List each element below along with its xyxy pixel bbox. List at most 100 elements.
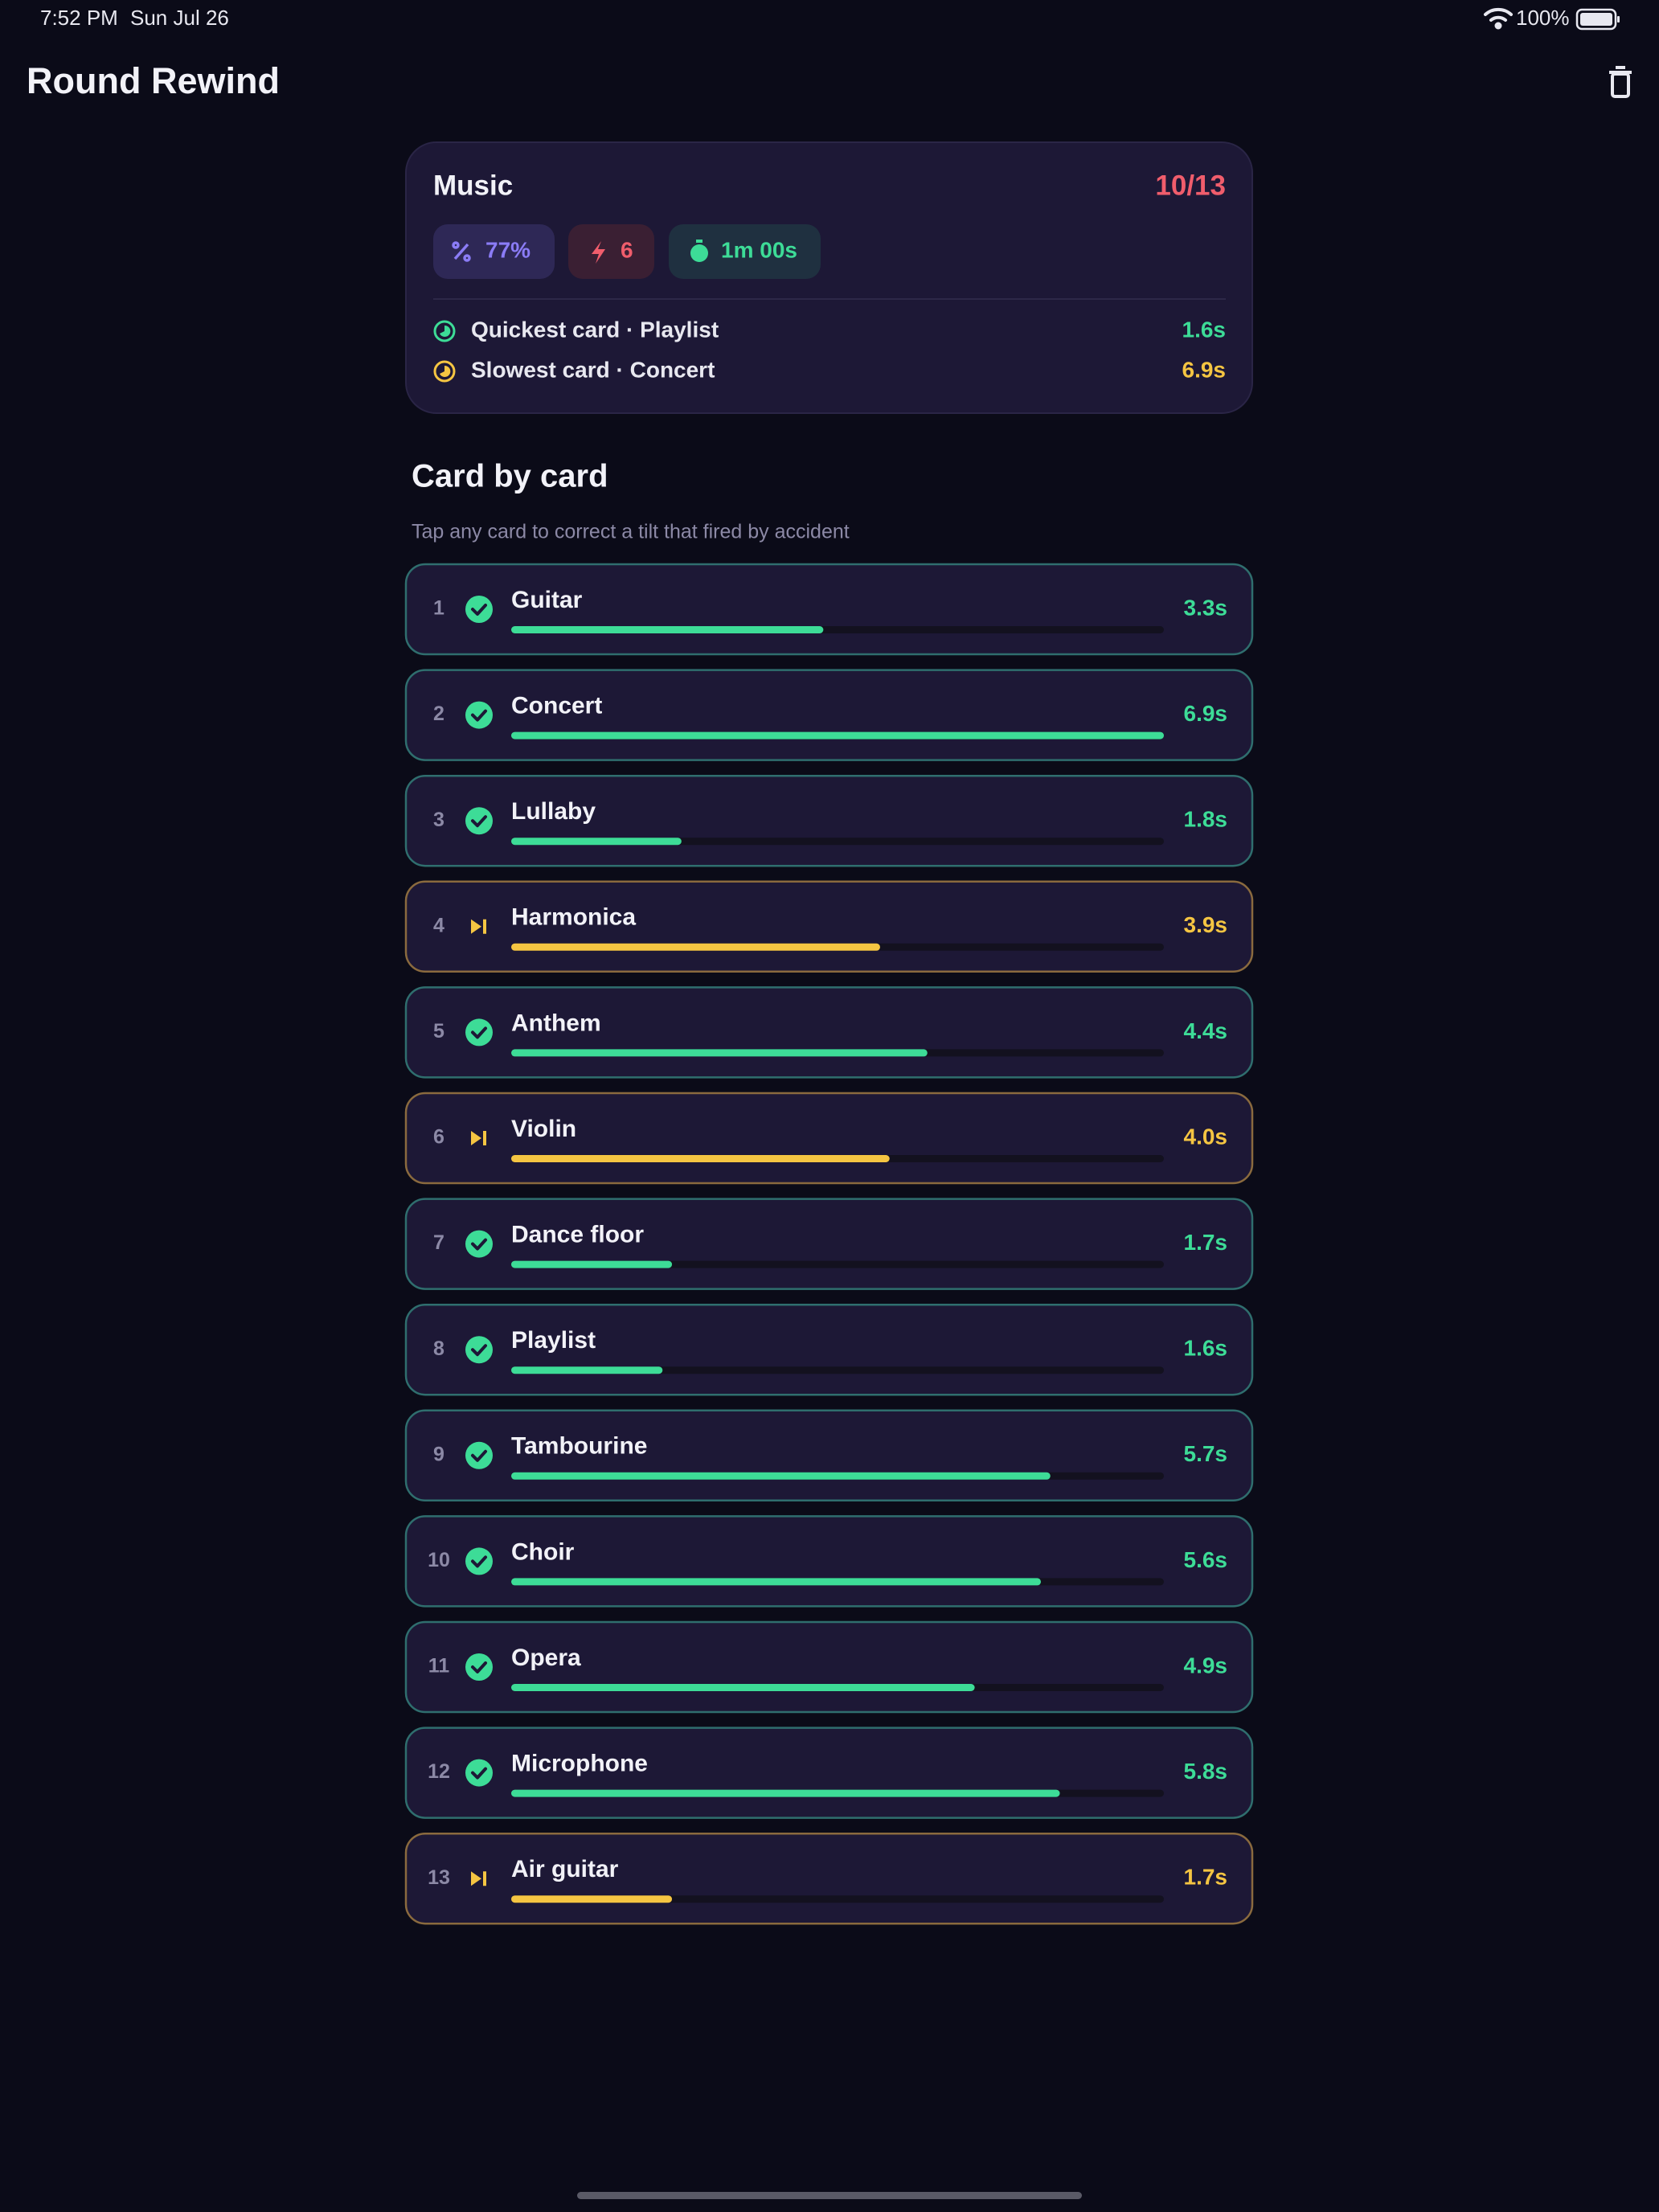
card-time: 6.9s [1184,701,1228,726]
card-row[interactable]: 8 Playlist 1.6s [404,1303,1254,1396]
card-row[interactable]: 4 Harmonica 3.9s [404,880,1254,973]
card-number: 3 [433,809,444,831]
time-bar [511,1578,1042,1586]
time-bar [511,1049,928,1057]
card-word: Air guitar [511,1856,619,1882]
battery-percent: 100% [1516,6,1570,30]
card-row[interactable]: 13 Air guitar 1.7s [404,1832,1254,1925]
card-row[interactable]: 2 Concert 6.9s [404,669,1254,761]
check-icon [465,807,493,835]
card-word: Microphone [511,1751,648,1777]
time-bar [511,1260,673,1268]
quickest-label: Quickest card · Playlist [471,317,719,342]
status-time: 7:52 PM [40,6,118,30]
section-subtitle: Tap any card to correct a tilt that fire… [412,521,850,543]
page-title: Round Rewind [27,60,280,101]
time-bar [511,1366,663,1374]
card-word: Harmonica [511,904,636,931]
card-word: Anthem [511,1010,601,1036]
time-bar [511,1684,975,1691]
card-word: Choir [511,1538,575,1565]
time-bar [511,1472,1051,1480]
time-track [511,1895,1164,1903]
score: 10/13 [1155,170,1226,201]
card-number: 10 [428,1549,450,1571]
skip-icon [471,919,486,934]
check-icon [465,1230,493,1258]
duration-chip [669,224,821,279]
battery-icon [1575,8,1620,31]
card-word: Violin [511,1116,576,1142]
card-word: Concert [511,693,602,719]
check-mark [471,604,487,616]
check-mark [471,709,487,722]
card-time: 1.7s [1184,1865,1228,1890]
slowest-icon [433,360,456,383]
card-time: 1.8s [1184,807,1228,832]
check-icon [465,596,493,623]
check-icon [465,701,493,729]
time-bar [511,838,682,846]
card-number: 6 [433,1126,444,1149]
tilts-chip [568,224,654,279]
time-bar [511,1155,890,1162]
time-bar [511,1789,1060,1797]
card-number: 2 [433,703,444,725]
card-time: 1.6s [1184,1336,1228,1361]
percent-icon [452,241,471,262]
delete-button[interactable] [1609,66,1632,98]
card-word: Playlist [511,1327,596,1354]
card-row[interactable]: 10 Choir 5.6s [404,1515,1254,1608]
home-indicator [577,2192,1082,2199]
card-word: Tambourine [511,1433,647,1460]
accuracy-value: 77% [485,237,530,262]
duration-value: 1m 00s [721,237,797,262]
check-mark [471,1238,487,1251]
card-time: 4.0s [1184,1124,1228,1149]
card-number: 1 [433,597,444,620]
time-bar [511,731,1164,739]
check-mark [471,815,487,828]
check-icon [465,1547,493,1575]
card-number: 5 [433,1020,444,1043]
card-number: 11 [428,1655,450,1677]
time-track [511,1260,1164,1268]
card-time: 5.7s [1184,1441,1228,1466]
card-number: 12 [428,1760,450,1783]
check-mark [471,1767,487,1780]
time-bar [511,943,880,951]
quickest-icon [433,320,456,342]
tilts-value: 6 [621,237,633,262]
quickest-time: 1.6s [1182,317,1227,342]
card-number: 7 [433,1231,444,1254]
card-list: 1 Guitar 3.3s 2 Concert 6.9s 3 Lullaby 1.8s 4 Harm… [404,563,1254,1925]
card-time: 5.6s [1184,1547,1228,1572]
check-mark [471,1661,487,1673]
card-number: 4 [433,914,444,936]
card-time: 1.7s [1184,1230,1228,1255]
timer-icon [690,240,708,262]
bolt-icon [592,241,605,264]
card-row[interactable]: 5 Anthem 4.4s [404,986,1254,1079]
card-time: 5.8s [1184,1759,1228,1784]
card-row[interactable]: 11 Opera 4.9s [404,1620,1254,1714]
card-row[interactable]: 3 Lullaby 1.8s [404,774,1254,867]
card-row[interactable]: 12 Microphone 5.8s [404,1727,1254,1819]
check-icon [465,1336,493,1364]
time-track [511,1366,1164,1374]
time-bar [511,1895,673,1903]
skip-icon [471,1871,486,1886]
card-row[interactable]: 9 Tambourine 5.7s [404,1409,1254,1502]
card-row[interactable]: 6 Violin 4.0s [404,1092,1254,1185]
card-number: 13 [428,1866,450,1889]
accuracy-chip [433,224,555,279]
card-number: 9 [433,1443,444,1465]
slowest-label: Slowest card · Concert [471,357,715,382]
status-date: Sun Jul 26 [130,6,229,30]
card-row[interactable]: 1 Guitar 3.3s [404,563,1254,656]
card-row[interactable]: 7 Dance floor 1.7s [404,1198,1254,1290]
check-icon [465,1653,493,1681]
category-name: Music [433,170,513,201]
